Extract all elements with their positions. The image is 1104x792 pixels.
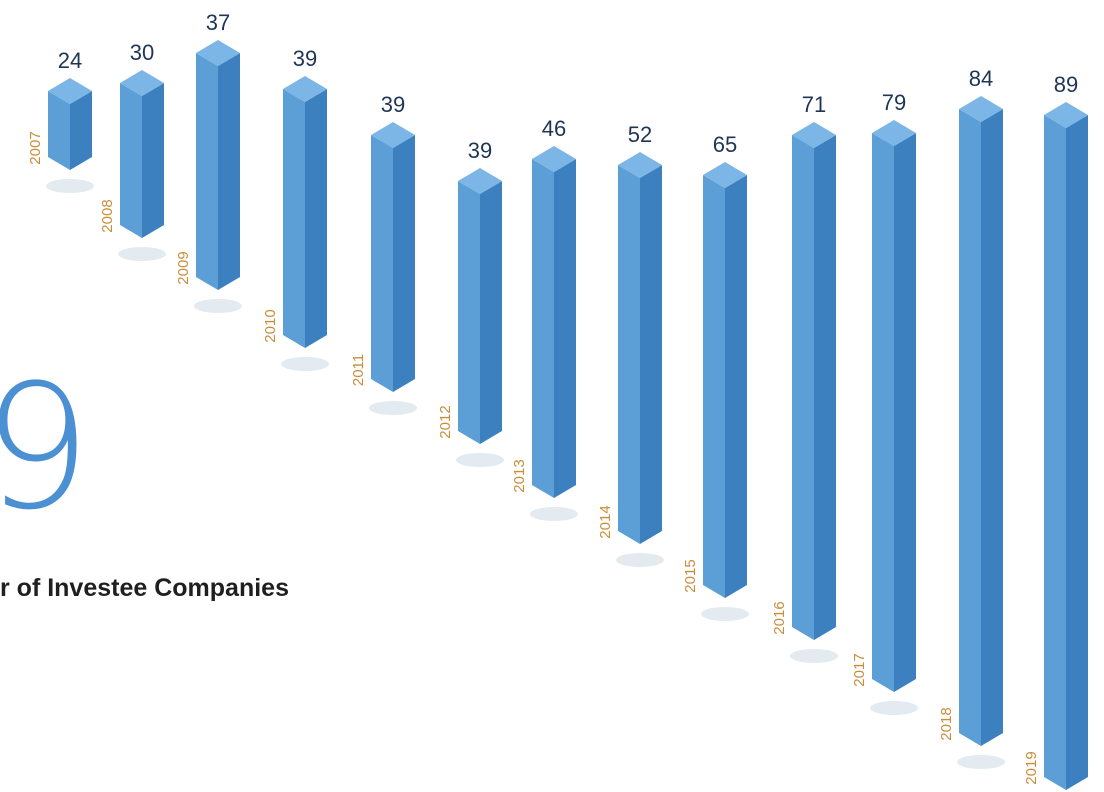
- value-label: 84: [969, 66, 993, 91]
- bar-shadow: [616, 553, 664, 567]
- bar-2017: 79 2017: [851, 90, 918, 715]
- bar-face-top: [196, 40, 240, 66]
- bar-face-left: [532, 159, 554, 498]
- bar-face-top: [458, 168, 502, 194]
- bar-face-left: [458, 181, 480, 444]
- bar-2011: 39 2011: [350, 92, 417, 415]
- bar-shadow: [456, 453, 504, 467]
- headline-subtitle: r of Investee Companies: [0, 574, 289, 602]
- bar-face-right: [814, 135, 836, 640]
- bar-face-left: [48, 91, 70, 170]
- bar-2018: 84 2018: [938, 66, 1005, 769]
- year-label: 2017: [851, 653, 868, 686]
- bar-face-left: [792, 135, 814, 640]
- value-label: 24: [58, 48, 82, 73]
- bar-face-top: [532, 146, 576, 172]
- bar-face-top: [792, 122, 836, 148]
- bar-face-left: [872, 133, 894, 692]
- bar-face-top: [120, 70, 164, 96]
- bar-2007: 24 2007: [27, 48, 94, 193]
- bar-face-right: [981, 109, 1003, 746]
- bar-2016: 71 2016: [771, 92, 838, 663]
- value-label: 37: [206, 10, 230, 35]
- bar-face-right: [218, 53, 240, 290]
- year-label: 2014: [597, 505, 614, 538]
- value-label: 71: [802, 92, 826, 117]
- bar-shadow: [701, 607, 749, 621]
- bar-face-left: [120, 83, 142, 238]
- bar-face-top: [872, 120, 916, 146]
- bar-face-right: [725, 175, 747, 598]
- bar-face-left: [703, 175, 725, 598]
- bar-shadow: [194, 299, 242, 313]
- bar-face-right: [894, 133, 916, 692]
- value-label: 89: [1054, 72, 1078, 97]
- bar-face-left: [959, 109, 981, 746]
- year-label: 2008: [99, 199, 116, 232]
- bar-shadow: [530, 507, 578, 521]
- value-label: 65: [713, 132, 737, 157]
- bar-face-right: [70, 91, 92, 170]
- bar-shadow: [957, 755, 1005, 769]
- year-label: 2019: [1023, 751, 1040, 784]
- value-label: 30: [130, 40, 154, 65]
- bar-face-left: [618, 165, 640, 544]
- year-label: 2016: [771, 601, 788, 634]
- bar-2015: 65 2015: [682, 132, 749, 621]
- bar-face-top: [371, 122, 415, 148]
- bar-face-top: [283, 76, 327, 102]
- value-label: 39: [468, 138, 492, 163]
- value-label: 52: [628, 122, 652, 147]
- bar-face-top: [1044, 102, 1088, 128]
- bar-face-right: [1066, 115, 1088, 790]
- value-label: 39: [381, 92, 405, 117]
- bar-face-right: [480, 181, 502, 444]
- bar-face-left: [196, 53, 218, 290]
- bar-shadow: [46, 179, 94, 193]
- bar-face-left: [371, 135, 393, 392]
- bar-2010: 39 2010: [262, 46, 329, 371]
- bar-2008: 30 2008: [99, 40, 166, 261]
- bar-2013: 46 2013: [511, 116, 578, 521]
- bar-shadow: [118, 247, 166, 261]
- year-label: 2012: [437, 405, 454, 438]
- year-label: 2013: [511, 459, 528, 492]
- bar-face-top: [959, 96, 1003, 122]
- bar-face-left: [1044, 115, 1066, 790]
- bar-shadow: [790, 649, 838, 663]
- value-label: 46: [542, 116, 566, 141]
- bar-2019: 89 2019: [1023, 72, 1088, 790]
- bar-face-right: [305, 89, 327, 348]
- headline-number: 9: [0, 347, 91, 548]
- value-label: 39: [293, 46, 317, 71]
- year-label: 2018: [938, 707, 955, 740]
- bar-shadow: [369, 401, 417, 415]
- bar-face-top: [48, 78, 92, 104]
- bar-2014: 52 2014: [597, 122, 664, 567]
- value-label: 79: [882, 90, 906, 115]
- bar-face-right: [554, 159, 576, 498]
- bar-2009: 37 2009: [175, 10, 242, 313]
- bar-shadow: [281, 357, 329, 371]
- bar-shadow: [870, 701, 918, 715]
- bar-face-left: [283, 89, 305, 348]
- year-label: 2015: [682, 559, 699, 592]
- bar-face-right: [393, 135, 415, 392]
- year-label: 2009: [175, 251, 192, 284]
- year-label: 2007: [27, 131, 44, 164]
- year-label: 2010: [262, 309, 279, 342]
- bar-face-top: [618, 152, 662, 178]
- year-label: 2011: [350, 354, 367, 386]
- bar-face-right: [142, 83, 164, 238]
- bar-2012: 39 2012: [437, 138, 504, 467]
- bar-face-top: [703, 162, 747, 188]
- bar-face-right: [640, 165, 662, 544]
